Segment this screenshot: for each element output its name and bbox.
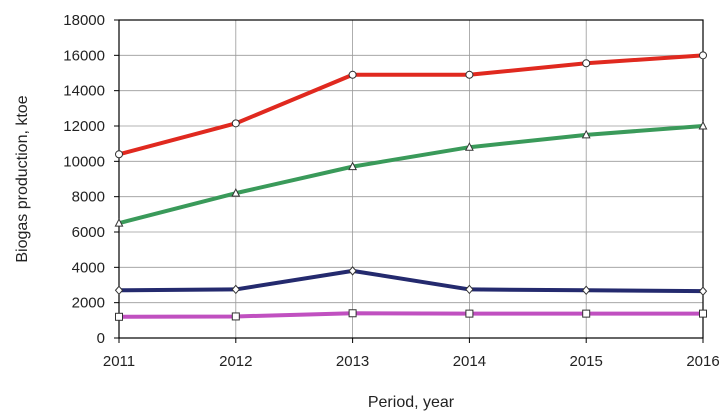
y-tick-label: 16000 bbox=[63, 47, 105, 64]
y-tick-label: 14000 bbox=[63, 83, 105, 100]
data-point-marker bbox=[348, 161, 358, 171]
y-tick-label: 6000 bbox=[72, 224, 105, 241]
y-axis-title: Biogas production, ktoe bbox=[14, 95, 31, 262]
data-point-marker bbox=[115, 312, 123, 321]
data-point-marker bbox=[231, 284, 240, 295]
data-point-marker bbox=[465, 70, 474, 79]
data-point-marker bbox=[231, 312, 240, 321]
y-tick-label: 2000 bbox=[72, 295, 105, 312]
data-point-marker bbox=[582, 285, 591, 296]
y-axis-ticks: 0 2000 4000 6000 8000 10000 12000 14000 16000 180… bbox=[63, 12, 119, 347]
data-point-marker bbox=[231, 119, 240, 128]
series-line bbox=[118, 53, 704, 157]
y-tick-label: 10000 bbox=[63, 153, 105, 170]
y-tick-label: 18000 bbox=[63, 12, 105, 29]
y-tick-label: 12000 bbox=[63, 118, 105, 135]
data-point-marker bbox=[699, 309, 707, 318]
series-line bbox=[118, 311, 703, 319]
x-tick-label: 2013 bbox=[336, 353, 369, 370]
data-point-marker bbox=[348, 266, 357, 276]
y-tick-label: 0 bbox=[97, 330, 105, 347]
series-circle bbox=[115, 51, 707, 159]
x-tick-label: 2016 bbox=[686, 353, 719, 370]
data-point-marker bbox=[114, 285, 124, 296]
data-point-marker bbox=[699, 51, 707, 60]
data-point-marker bbox=[582, 309, 591, 318]
series-line bbox=[118, 268, 704, 294]
series-lines bbox=[114, 51, 708, 321]
x-axis-ticks: 2011 2012 2013 2014 2015 2016 bbox=[103, 338, 720, 370]
series-triangle bbox=[114, 120, 708, 227]
data-point-marker bbox=[114, 218, 124, 227]
data-point-marker bbox=[464, 142, 474, 151]
x-tick-label: 2015 bbox=[570, 353, 603, 370]
x-axis-title: Period, year bbox=[368, 394, 455, 411]
series-line bbox=[118, 124, 704, 226]
y-tick-label: 4000 bbox=[72, 259, 105, 276]
x-tick-label: 2012 bbox=[219, 353, 252, 370]
data-point-marker bbox=[465, 309, 474, 318]
plot-area-frame bbox=[118, 19, 704, 339]
data-point-marker bbox=[698, 286, 708, 296]
data-point-marker bbox=[348, 70, 357, 79]
data-point-marker bbox=[698, 120, 708, 130]
x-tick-label: 2011 bbox=[103, 353, 135, 370]
data-point-marker bbox=[115, 150, 123, 159]
data-point-marker bbox=[581, 129, 591, 139]
x-tick-label: 2014 bbox=[453, 353, 486, 370]
series-diamond bbox=[114, 266, 708, 296]
y-tick-label: 8000 bbox=[72, 189, 105, 206]
data-point-marker bbox=[582, 59, 591, 68]
data-point-marker bbox=[465, 284, 474, 295]
data-point-marker bbox=[348, 309, 357, 318]
series-square bbox=[115, 309, 707, 321]
data-point-marker bbox=[231, 188, 241, 197]
